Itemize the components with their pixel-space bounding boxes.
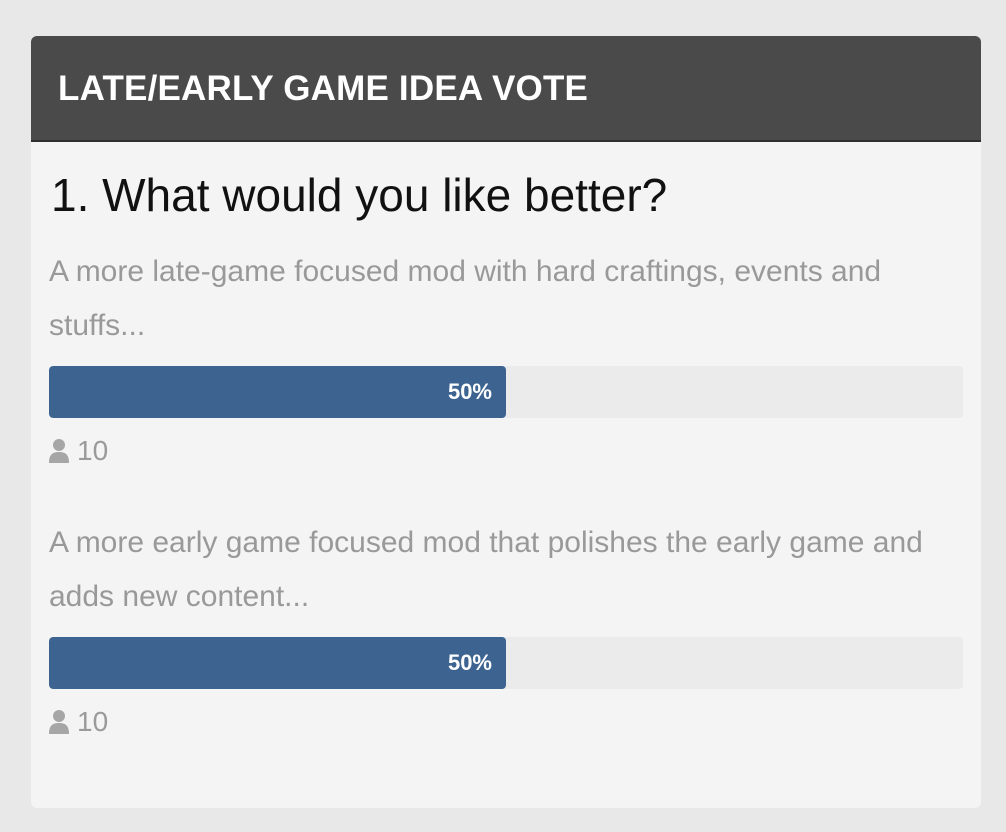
poll-option-2[interactable]: A more early game focused mod that polis…: [49, 516, 963, 737]
poll-card: LATE/EARLY GAME IDEA VOTE 1. What would …: [31, 36, 981, 808]
question-title: 1. What would you like better?: [51, 169, 668, 221]
result-bar-fill: 50%: [49, 365, 506, 418]
option-text: A more early game focused mod that polis…: [49, 525, 923, 613]
user-icon: [49, 438, 69, 463]
user-icon: [49, 709, 69, 734]
poll-title: LATE/EARLY GAME IDEA VOTE: [58, 69, 589, 108]
result-bar-fill: 50%: [49, 636, 506, 689]
result-bar-track: 50%: [49, 636, 963, 689]
result-percent-label: 50%: [447, 378, 492, 404]
vote-count: 10: [49, 705, 963, 737]
poll-option-1[interactable]: A more late-game focused mod with hard c…: [49, 245, 963, 466]
votes-count: 10: [77, 434, 109, 466]
poll-body: 1. What would you like better? A more la…: [31, 170, 981, 737]
result-bar-track: 50%: [49, 365, 963, 418]
votes-count: 10: [77, 705, 109, 737]
result-percent-label: 50%: [447, 649, 492, 675]
vote-count: 10: [49, 434, 963, 466]
option-text: A more late-game focused mod with hard c…: [49, 254, 882, 342]
poll-header: LATE/EARLY GAME IDEA VOTE: [31, 36, 981, 142]
